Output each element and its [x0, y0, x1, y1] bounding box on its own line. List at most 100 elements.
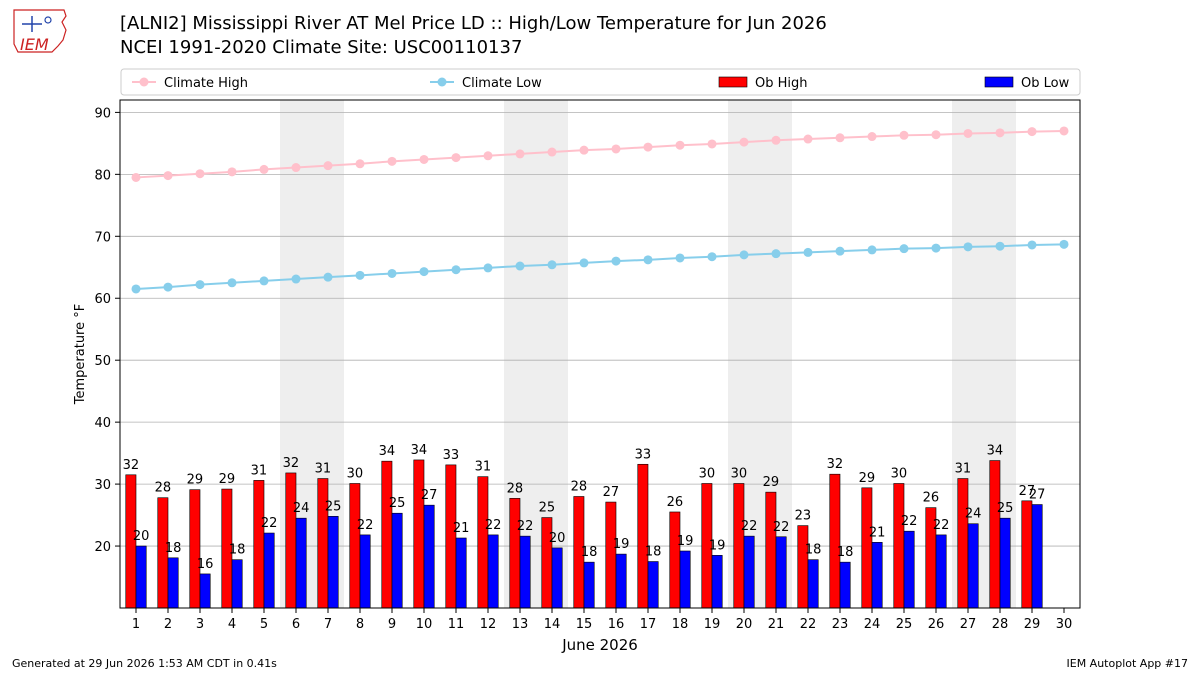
ob-high-bar [125, 474, 137, 609]
climate-low-point [899, 244, 909, 254]
ob-low-label: 22 [261, 516, 278, 531]
climate-low-point [163, 282, 173, 292]
ob-low-label: 22 [901, 514, 918, 529]
climate-low-point [803, 247, 813, 257]
ob-low-label: 24 [293, 501, 310, 516]
ob-low-bar [391, 512, 403, 609]
ob-low-bar [135, 545, 147, 609]
ob-low-bar [295, 517, 307, 609]
ob-high-label: 25 [539, 501, 556, 516]
climate-high-point [323, 161, 333, 171]
climate-high-point [611, 144, 621, 154]
y-tick-label: 30 [94, 478, 111, 493]
ob-low-bar [455, 537, 467, 609]
ob-high-label: 26 [923, 491, 940, 506]
ob-high-bar [925, 507, 937, 609]
ob-high-label: 32 [123, 458, 140, 473]
climate-low-point [547, 260, 557, 270]
climate-low-point [995, 241, 1005, 251]
x-tick-label: 5 [260, 617, 268, 632]
ob-high-bar [637, 463, 649, 609]
ob-high-bar [157, 497, 169, 609]
ob-low-label: 22 [517, 519, 534, 534]
x-tick-label: 6 [292, 617, 300, 632]
ob-high-bar [477, 476, 489, 609]
climate-low-point [643, 255, 653, 265]
x-tick-label: 20 [736, 617, 753, 632]
climate-low-line [135, 243, 1065, 290]
ob-high-bar [413, 459, 425, 609]
ob-high-bar [701, 483, 713, 609]
ob-high-bar [573, 496, 585, 609]
ob-low-label: 25 [325, 499, 342, 514]
x-axis-label: June 2026 [561, 636, 638, 654]
climate-high-point [131, 172, 141, 182]
climate-high-point [739, 137, 749, 147]
ob-high-bar [797, 525, 809, 609]
climate-high-point [387, 156, 397, 166]
climate-high-point [515, 149, 525, 159]
ob-low-bar [231, 559, 243, 609]
ob-low-bar [487, 534, 499, 609]
ob-high-label: 30 [891, 466, 908, 481]
x-tick-label: 8 [356, 617, 364, 632]
ob-high-bar [669, 511, 681, 609]
x-tick-label: 4 [228, 617, 236, 632]
climate-low-point [195, 280, 205, 290]
climate-high-point [931, 130, 941, 140]
climate-high-point [163, 171, 173, 181]
climate-lines [131, 126, 1069, 294]
ob-low-bar [679, 550, 691, 609]
ob-high-label: 27 [603, 485, 620, 500]
climate-low-point [1059, 239, 1069, 249]
ob-low-label: 18 [229, 543, 246, 558]
x-tick-label: 23 [832, 617, 849, 632]
climate-low-point [675, 253, 685, 263]
ob-low-label: 19 [709, 538, 726, 553]
climate-high-point [835, 133, 845, 143]
ob-low-label: 22 [773, 520, 790, 535]
logo-text: IEM [20, 35, 49, 54]
climate-high-point [227, 167, 237, 177]
ob-low-bar [871, 542, 883, 609]
ob-high-label: 29 [763, 475, 780, 490]
ob-low-label: 22 [485, 518, 502, 533]
ob-low-bar [199, 573, 211, 609]
ob-high-bar [957, 478, 969, 609]
climate-low-point [355, 270, 365, 280]
ob-high-bar [861, 487, 873, 609]
climate-high-point [675, 140, 685, 150]
climate-high-point [963, 128, 973, 138]
climate-low-point [451, 265, 461, 275]
climate-high-point [451, 153, 461, 163]
climate-low-point [291, 274, 301, 284]
ob-low-bar [807, 559, 819, 609]
ob-high-bar [605, 501, 617, 609]
x-tick-label: 29 [1024, 617, 1041, 632]
ob-low-bar [1031, 504, 1043, 609]
weekend-bands [280, 100, 1016, 608]
legend-swatch-marker [139, 77, 149, 87]
ob-high-label: 32 [827, 457, 844, 472]
ob-high-label: 23 [795, 509, 812, 524]
y-axis-label: Temperature °F [73, 304, 88, 405]
climate-low-point [771, 249, 781, 259]
ob-low-bar [327, 516, 339, 609]
ob-high-label: 30 [731, 466, 748, 481]
legend-label: Climate Low [462, 76, 542, 91]
y-tick-label: 60 [94, 292, 111, 307]
app-label: IEM Autoplot App #17 [1066, 657, 1189, 670]
generated-timestamp: Generated at 29 Jun 2026 1:53 AM CDT in … [12, 657, 277, 670]
ob-low-bar [647, 561, 659, 609]
x-tick-label: 3 [196, 617, 204, 632]
ob-low-bar [775, 536, 787, 609]
x-tick-label: 2 [164, 617, 172, 632]
ob-high-bar [1021, 500, 1033, 609]
ob-low-label: 16 [197, 557, 214, 572]
ob-low-label: 25 [997, 501, 1014, 516]
climate-low-point [483, 263, 493, 273]
climate-low-point [515, 261, 525, 271]
weekend-band [728, 100, 792, 608]
climate-low-point [419, 267, 429, 277]
ob-low-label: 18 [581, 545, 598, 560]
